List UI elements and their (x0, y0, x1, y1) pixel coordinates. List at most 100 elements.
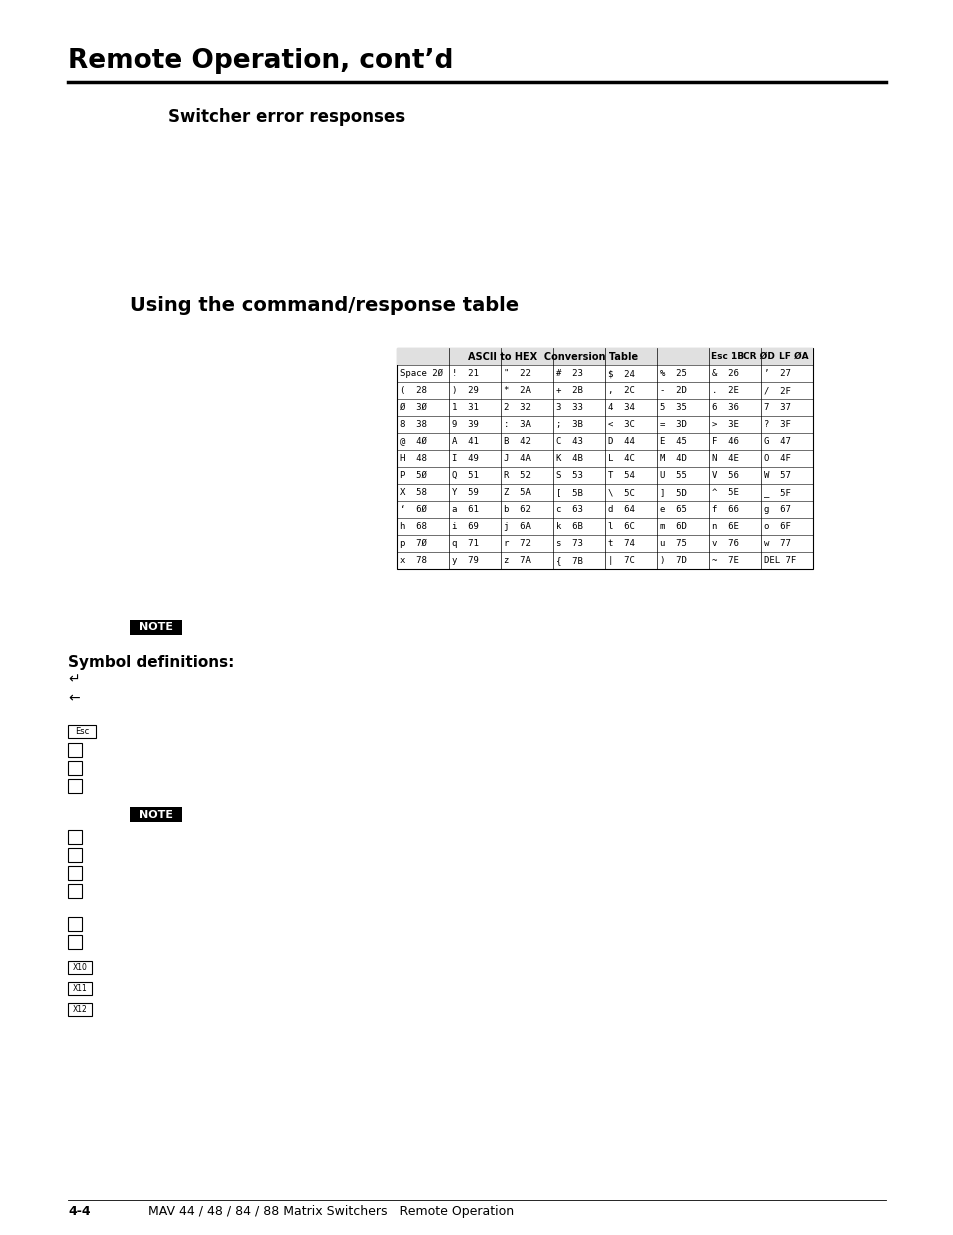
Text: NOTE: NOTE (139, 622, 172, 632)
Text: Using the command/response table: Using the command/response table (130, 296, 518, 315)
Text: w  77: w 77 (763, 538, 790, 548)
Text: q  71: q 71 (452, 538, 478, 548)
Text: {  7B: { 7B (556, 556, 582, 564)
Bar (130, 806, 182, 823)
Text: Esc 1B: Esc 1B (710, 352, 743, 361)
Text: X  58: X 58 (399, 488, 426, 496)
Text: T  54: T 54 (607, 471, 634, 480)
Text: 6  36: 6 36 (711, 403, 739, 412)
Text: )  29: ) 29 (452, 387, 478, 395)
Text: Space 2Ø: Space 2Ø (399, 369, 442, 378)
Text: ,  2C: , 2C (607, 387, 634, 395)
Text: %  25: % 25 (659, 369, 686, 378)
Text: U  55: U 55 (659, 471, 686, 480)
Text: ’  27: ’ 27 (763, 369, 790, 378)
Text: #  23: # 23 (556, 369, 582, 378)
Text: z  7A: z 7A (503, 556, 530, 564)
Bar (68, 830, 82, 844)
Text: f  66: f 66 (711, 505, 739, 514)
Text: Symbol definitions:: Symbol definitions: (68, 655, 234, 671)
Text: <  3C: < 3C (607, 420, 634, 429)
Text: 4  34: 4 34 (607, 403, 634, 412)
Text: I  49: I 49 (452, 454, 478, 463)
Text: X11: X11 (72, 984, 88, 993)
Text: X10: X10 (72, 963, 88, 972)
Bar (130, 620, 182, 635)
Text: B  42: B 42 (503, 437, 530, 446)
Text: Remote Operation, cont’d: Remote Operation, cont’d (68, 48, 453, 74)
Text: @  4Ø: @ 4Ø (399, 437, 426, 446)
Text: e  65: e 65 (659, 505, 686, 514)
Bar (68, 884, 82, 898)
Text: u  75: u 75 (659, 538, 686, 548)
Text: Switcher error responses: Switcher error responses (168, 107, 405, 126)
Bar (68, 743, 82, 757)
Text: m  6D: m 6D (659, 522, 686, 531)
Bar (396, 348, 812, 569)
Text: H  48: H 48 (399, 454, 426, 463)
Text: ^  5E: ^ 5E (711, 488, 739, 496)
Text: LF ØA: LF ØA (779, 352, 808, 361)
Text: ]  5D: ] 5D (659, 488, 686, 496)
Text: i  69: i 69 (452, 522, 478, 531)
Text: (  28: ( 28 (399, 387, 426, 395)
Text: J  4A: J 4A (503, 454, 530, 463)
Bar (68, 725, 96, 739)
Text: p  7Ø: p 7Ø (399, 538, 426, 548)
Text: M  4D: M 4D (659, 454, 686, 463)
Bar (68, 866, 82, 881)
Bar (68, 935, 82, 948)
Text: r  72: r 72 (503, 538, 530, 548)
Text: R  52: R 52 (503, 471, 530, 480)
Bar (68, 761, 82, 776)
Text: "  22: " 22 (503, 369, 530, 378)
Text: ASCII to HEX  Conversion Table: ASCII to HEX Conversion Table (468, 352, 638, 362)
Text: 1  31: 1 31 (452, 403, 478, 412)
Text: DEL 7F: DEL 7F (763, 556, 796, 564)
Text: 7  37: 7 37 (763, 403, 790, 412)
Text: k  6B: k 6B (556, 522, 582, 531)
Text: 2  32: 2 32 (503, 403, 530, 412)
Text: :  3A: : 3A (503, 420, 530, 429)
Text: $  24: $ 24 (607, 369, 634, 378)
Text: W  57: W 57 (763, 471, 790, 480)
Text: 5  35: 5 35 (659, 403, 686, 412)
Text: MAV 44 / 48 / 84 / 88 Matrix Switchers   Remote Operation: MAV 44 / 48 / 84 / 88 Matrix Switchers R… (148, 1205, 514, 1218)
Text: )  7D: ) 7D (659, 556, 686, 564)
Text: X12: X12 (72, 1005, 88, 1014)
Text: P  5Ø: P 5Ø (399, 471, 426, 480)
Text: F  46: F 46 (711, 437, 739, 446)
Text: 4-4: 4-4 (68, 1205, 91, 1218)
Text: Ø  3Ø: Ø 3Ø (399, 403, 426, 412)
Text: NOTE: NOTE (139, 809, 172, 820)
Text: b  62: b 62 (503, 505, 530, 514)
Text: Z  5A: Z 5A (503, 488, 530, 496)
Text: h  68: h 68 (399, 522, 426, 531)
Text: O  4F: O 4F (763, 454, 790, 463)
Text: \  5C: \ 5C (607, 488, 634, 496)
Text: A  41: A 41 (452, 437, 478, 446)
Text: ‘  6Ø: ‘ 6Ø (399, 505, 426, 514)
Text: >  3E: > 3E (711, 420, 739, 429)
Text: _  5F: _ 5F (763, 488, 790, 496)
Text: +  2B: + 2B (556, 387, 582, 395)
Text: l  6C: l 6C (607, 522, 634, 531)
Text: -  2D: - 2D (659, 387, 686, 395)
Text: !  21: ! 21 (452, 369, 478, 378)
Text: ←: ← (68, 692, 79, 705)
Text: g  67: g 67 (763, 505, 790, 514)
Text: ~  7E: ~ 7E (711, 556, 739, 564)
Text: /  2F: / 2F (763, 387, 790, 395)
Text: 9  39: 9 39 (452, 420, 478, 429)
Text: |  7C: | 7C (607, 556, 634, 564)
Text: [  5B: [ 5B (556, 488, 582, 496)
Bar (68, 982, 91, 995)
Text: a  61: a 61 (452, 505, 478, 514)
Text: ↵: ↵ (68, 672, 79, 685)
Bar (68, 779, 82, 793)
Text: 3  33: 3 33 (556, 403, 582, 412)
Text: x  78: x 78 (399, 556, 426, 564)
Text: t  74: t 74 (607, 538, 634, 548)
Text: CR ØD: CR ØD (742, 352, 774, 361)
Text: N  4E: N 4E (711, 454, 739, 463)
